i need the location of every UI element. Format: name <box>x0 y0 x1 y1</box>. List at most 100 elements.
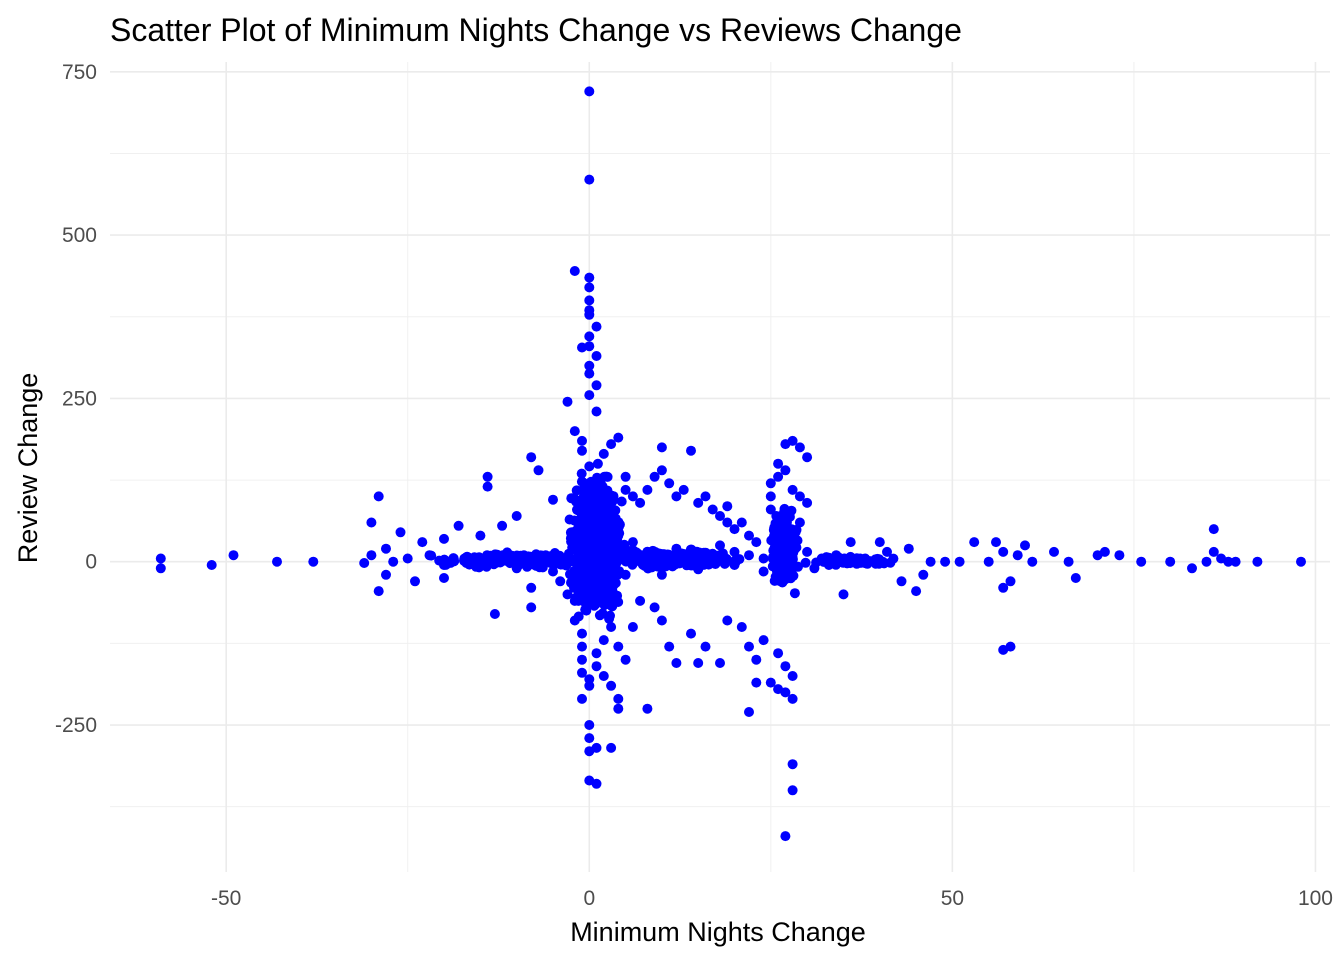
scatter-point <box>1027 556 1038 567</box>
scatter-point <box>649 471 660 482</box>
scatter-point <box>940 556 951 567</box>
scatter-point <box>595 527 606 538</box>
scatter-point <box>787 693 798 704</box>
scatter-point <box>584 461 595 472</box>
scatter-point <box>765 491 776 502</box>
scatter-point <box>606 742 617 753</box>
scatter-point <box>758 566 769 577</box>
scatter-point <box>587 516 598 527</box>
scatter-point <box>715 511 725 521</box>
scatter-point <box>540 550 551 561</box>
scatter-point <box>1165 556 1176 567</box>
scatter-point <box>773 648 784 659</box>
scatter-point <box>969 537 980 548</box>
scatter-point <box>453 520 464 531</box>
scatter-point <box>562 589 573 600</box>
scatter-point <box>874 554 885 565</box>
scatter-point <box>599 566 610 577</box>
scatter-point <box>983 556 994 567</box>
scatter-point <box>671 658 682 668</box>
scatter-point <box>744 641 754 652</box>
scatter-point <box>620 654 631 665</box>
scatter-point <box>700 550 711 561</box>
scatter-point <box>1201 556 1212 567</box>
scatter-point <box>787 484 798 495</box>
scatter-point <box>874 537 885 548</box>
scatter-point <box>555 556 566 567</box>
scatter-point <box>598 671 609 681</box>
scatter-point <box>1063 556 1074 567</box>
scatter-point <box>635 595 646 606</box>
scatter-point <box>664 641 675 652</box>
scatter-point <box>579 529 590 540</box>
scatter-point <box>497 520 508 531</box>
scatter-point <box>715 540 725 551</box>
scatter-point <box>613 432 624 443</box>
scatter-point <box>460 556 471 567</box>
scatter-point <box>642 703 653 714</box>
scatter-point <box>707 504 718 515</box>
grid-layer <box>110 62 1330 872</box>
scatter-point <box>882 546 892 557</box>
scatter-point <box>475 556 486 567</box>
scatter-point <box>1136 556 1147 567</box>
scatter-point <box>591 380 602 391</box>
scatter-point <box>1223 556 1234 567</box>
scatter-point <box>591 406 602 417</box>
scatter-point <box>911 586 922 597</box>
scatter-point <box>373 586 384 597</box>
scatter-point <box>410 576 420 587</box>
scatter-point <box>581 605 592 616</box>
scatter-point <box>1208 524 1219 535</box>
scatter-point <box>620 484 631 495</box>
scatter-point <box>780 518 791 529</box>
scatter-point <box>751 677 762 688</box>
scatter-point <box>607 561 618 572</box>
scatter-point <box>606 680 617 691</box>
scatter-point <box>656 465 667 476</box>
scatter-point <box>658 552 669 563</box>
scatter-point <box>604 613 615 624</box>
scatter-point <box>606 622 617 632</box>
scatter-point <box>155 563 166 574</box>
scatter-point <box>526 602 537 613</box>
scatter-point <box>402 553 413 564</box>
scatter-point <box>611 551 622 562</box>
scatter-point <box>591 321 602 332</box>
scatter-point <box>590 599 601 610</box>
scatter-point <box>765 478 776 489</box>
x-tick-label: -50 <box>211 887 241 910</box>
scatter-point <box>381 569 391 580</box>
scatter-point <box>613 641 624 652</box>
scatter-point <box>896 576 907 587</box>
scatter-point <box>765 677 776 688</box>
scatter-point <box>773 458 784 469</box>
scatter-point <box>575 577 586 588</box>
scatter-point <box>794 491 805 502</box>
scatter-point <box>751 537 762 548</box>
scatter-point <box>577 435 587 446</box>
x-tick-label: 100 <box>1298 887 1333 910</box>
scatter-point <box>578 477 589 488</box>
scatter-point <box>584 86 595 97</box>
scatter-point <box>832 558 843 569</box>
scatter-point <box>671 491 682 502</box>
scatter-point <box>998 546 1009 557</box>
scatter-point <box>577 667 587 678</box>
scatter-point <box>656 569 667 580</box>
scatter-point <box>998 582 1009 593</box>
scatter-point <box>487 555 498 566</box>
scatter-point <box>584 331 595 342</box>
point-layer <box>155 86 1306 842</box>
scatter-point <box>1230 556 1241 567</box>
scatter-point <box>773 684 784 695</box>
scatter-point <box>272 556 282 567</box>
scatter-point <box>155 553 166 564</box>
scatter-point <box>991 537 1001 548</box>
scatter-point <box>736 517 747 528</box>
scatter-point <box>584 295 595 306</box>
scatter-point <box>635 497 646 508</box>
scatter-point <box>497 553 508 564</box>
scatter-point <box>373 491 384 502</box>
scatter-point <box>569 266 580 276</box>
